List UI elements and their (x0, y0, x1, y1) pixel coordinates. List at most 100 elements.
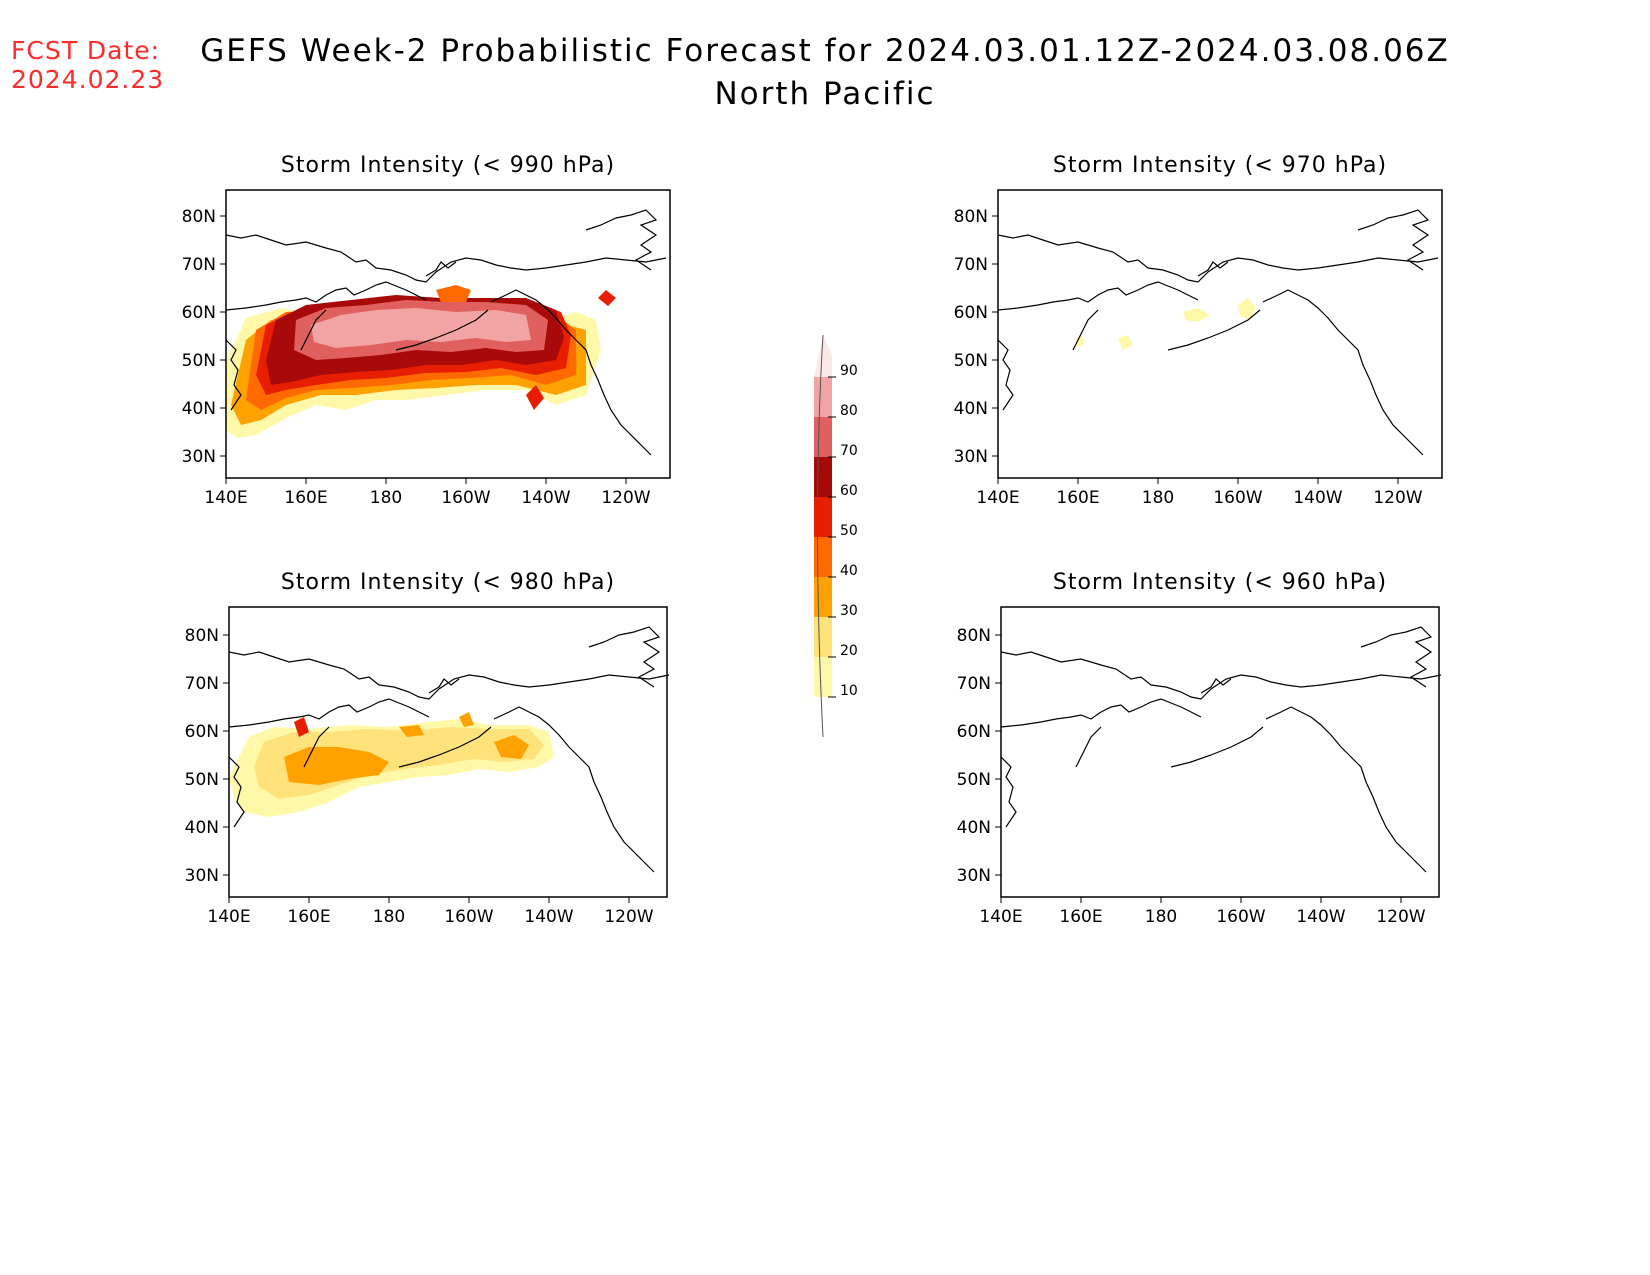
panel-990hpa: Storm Intensity (< 990 hPa) 140 (182, 153, 671, 508)
colorbar-label: 90 (840, 363, 858, 379)
colorbar-segment (814, 377, 832, 417)
x-tick-label: 140E (976, 488, 1019, 508)
y-tick-label: 80N (185, 626, 219, 646)
map-frame (228, 606, 668, 898)
y-tick-label: 70N (957, 674, 991, 694)
x-axis: 140E 160E 180 160W 140W 120W (204, 478, 651, 508)
x-tick-label: 180 (1142, 488, 1174, 508)
coastlines (997, 209, 1439, 456)
panel-980hpa: Storm Intensity (< 980 hPa) 140E 160E (185, 570, 670, 927)
x-tick-label: 120W (1376, 907, 1425, 927)
colorbar-label: 40 (840, 563, 858, 579)
colorbar-segment (814, 497, 832, 537)
title-line-1: GEFS Week-2 Probabilistic Forecast for 2… (200, 33, 1450, 69)
x-tick-label: 120W (604, 907, 653, 927)
x-tick-label: 120W (601, 488, 650, 508)
panel-title: Storm Intensity (< 970 hPa) (1053, 153, 1387, 178)
x-tick-label: 140W (524, 907, 573, 927)
x-tick-label: 140W (1296, 907, 1345, 927)
x-tick-label: 140E (204, 488, 247, 508)
coastlines (228, 626, 670, 873)
fcst-date-value: 2024.02.23 (11, 65, 165, 94)
y-tick-label: 70N (182, 255, 216, 275)
colorbar-segment (814, 537, 832, 577)
y-tick-label: 50N (185, 770, 219, 790)
coastlines (1000, 626, 1442, 873)
colorbar-segment (814, 657, 832, 697)
y-tick-label: 40N (182, 399, 216, 419)
y-tick-label: 60N (957, 722, 991, 742)
x-axis: 140E 160E 180 160W 140W 120W (207, 897, 654, 927)
map-frame (1000, 606, 1440, 898)
y-tick-label: 40N (954, 399, 988, 419)
colorbar-label: 70 (840, 443, 858, 459)
x-tick-label: 140W (521, 488, 570, 508)
y-tick-label: 60N (185, 722, 219, 742)
y-tick-label: 50N (957, 770, 991, 790)
y-tick-label: 30N (185, 866, 219, 886)
map-frame (225, 189, 671, 479)
x-tick-label: 160E (284, 488, 327, 508)
probability-shading (226, 285, 616, 438)
title-line-2: North Pacific (714, 76, 936, 112)
x-tick-label: 180 (373, 907, 405, 927)
colorbar-label: 20 (840, 643, 858, 659)
y-tick-label: 40N (957, 818, 991, 838)
colorbar-legend: 10 20 30 40 50 60 70 80 90 (814, 334, 858, 738)
colorbar-outline (817, 334, 824, 738)
x-tick-label: 160E (287, 907, 330, 927)
y-tick-label: 50N (954, 351, 988, 371)
y-tick-label: 60N (954, 303, 988, 323)
y-tick-label: 30N (182, 447, 216, 467)
y-tick-label: 50N (182, 351, 216, 371)
y-axis: 30N 40N 50N 60N 70N 80N (954, 207, 998, 467)
y-axis: 30N 40N 50N 60N 70N 80N (185, 626, 229, 886)
map-frame (997, 189, 1443, 479)
y-tick-label: 70N (954, 255, 988, 275)
x-tick-label: 140E (207, 907, 250, 927)
y-tick-label: 60N (182, 303, 216, 323)
x-tick-label: 120W (1373, 488, 1422, 508)
probability-shading (229, 712, 554, 817)
colorbar-segment (814, 457, 832, 497)
colorbar-segment (814, 617, 832, 657)
x-tick-label: 160W (444, 907, 493, 927)
figure-title: GEFS Week-2 Probabilistic Forecast for 2… (0, 30, 1650, 116)
x-tick-label: 160E (1059, 907, 1102, 927)
colorbar-segment (814, 417, 832, 457)
x-axis: 140E 160E 180 160W 140W 120W (976, 478, 1423, 508)
colorbar-label: 10 (840, 683, 858, 699)
x-tick-label: 160W (1213, 488, 1262, 508)
y-tick-label: 40N (185, 818, 219, 838)
colorbar-label: 30 (840, 603, 858, 619)
probability-shading (1076, 298, 1256, 350)
coastlines (225, 209, 667, 456)
x-tick-label: 160E (1056, 488, 1099, 508)
panel-title: Storm Intensity (< 980 hPa) (281, 570, 615, 595)
x-tick-label: 180 (1145, 907, 1177, 927)
panel-title: Storm Intensity (< 990 hPa) (281, 153, 615, 178)
panel-970hpa: Storm Intensity (< 970 hPa) 140E 160E 18… (954, 153, 1443, 508)
forecast-date: FCST Date: 2024.02.23 (11, 36, 164, 94)
fcst-date-label: FCST Date: (11, 36, 161, 65)
y-axis: 30N 40N 50N 60N 70N 80N (182, 207, 226, 467)
colorbar-label: 60 (840, 483, 858, 499)
y-tick-label: 80N (957, 626, 991, 646)
panel-960hpa: Storm Intensity (< 960 hPa) 140E 160E 18… (957, 570, 1442, 927)
y-tick-label: 30N (954, 447, 988, 467)
y-axis: 30N 40N 50N 60N 70N 80N (957, 626, 1001, 886)
y-tick-label: 80N (182, 207, 216, 227)
colorbar-segment (814, 577, 832, 617)
x-tick-label: 160W (441, 488, 490, 508)
x-tick-label: 140W (1293, 488, 1342, 508)
x-tick-label: 160W (1216, 907, 1265, 927)
y-tick-label: 70N (185, 674, 219, 694)
colorbar-label: 80 (840, 403, 858, 419)
y-tick-label: 80N (954, 207, 988, 227)
colorbar-label: 50 (840, 523, 858, 539)
colorbar-end-cap (814, 697, 832, 737)
y-tick-label: 30N (957, 866, 991, 886)
colorbar-segment (814, 335, 832, 377)
x-tick-label: 140E (979, 907, 1022, 927)
